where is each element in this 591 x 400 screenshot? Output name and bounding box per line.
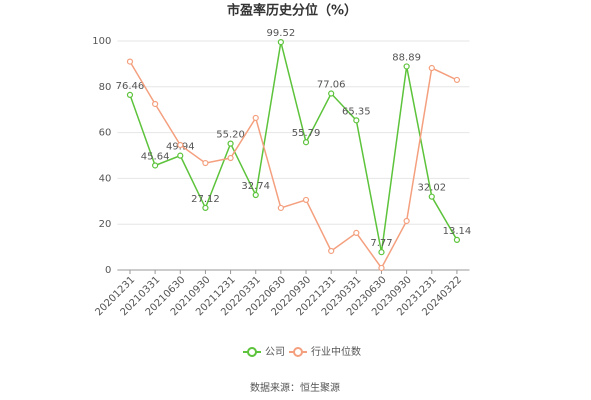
y-tick-label: 60 (99, 128, 112, 139)
point (152, 162, 159, 169)
data-label: 27.12 (191, 194, 220, 205)
source-note: 数据来源：恒生聚源 (250, 381, 340, 394)
point (328, 90, 335, 97)
legend-label: 公司 (265, 347, 285, 358)
point (277, 38, 284, 46)
point (277, 204, 284, 212)
point (302, 196, 310, 204)
legend-marker (247, 347, 257, 357)
point (453, 236, 461, 244)
data-label: 32.02 (417, 183, 446, 194)
point (428, 193, 435, 200)
legend-label: 行业中位数 (311, 345, 361, 358)
point (252, 191, 259, 199)
point (126, 58, 134, 65)
point (328, 247, 335, 255)
y-tick-label: 100 (92, 36, 111, 47)
data-label: 76.46 (116, 81, 145, 92)
y-tick-label: 20 (99, 219, 112, 230)
point (378, 264, 385, 272)
point (302, 139, 310, 146)
point (202, 204, 209, 211)
data-label: 32.74 (241, 181, 270, 192)
data-label: 99.52 (267, 28, 296, 39)
point (403, 63, 410, 70)
point (202, 159, 209, 167)
point (126, 91, 134, 99)
point (353, 229, 360, 237)
data-label: 88.89 (392, 52, 421, 63)
data-label: 13.14 (443, 226, 472, 237)
point (177, 141, 184, 149)
y-tick-label: 80 (99, 82, 112, 93)
data-label: 77.06 (317, 80, 346, 91)
series-line (129, 61, 458, 270)
series-line (129, 41, 458, 253)
data-label: 55.79 (292, 128, 321, 139)
point (353, 117, 360, 124)
chart-title: 市盈率历史分位（%） (227, 3, 357, 19)
point (152, 100, 159, 108)
point (252, 114, 259, 122)
y-tick-label: 0 (105, 265, 111, 276)
y-tick-label: 40 (99, 173, 112, 184)
point (227, 140, 234, 147)
point (378, 249, 385, 256)
point (227, 154, 234, 162)
legend-marker (293, 347, 303, 357)
point (177, 152, 184, 159)
point (403, 217, 410, 225)
point (453, 76, 461, 84)
data-label: 7.77 (370, 238, 392, 249)
data-label: 65.35 (342, 106, 371, 117)
point (428, 64, 435, 72)
data-label: 55.20 (216, 130, 245, 141)
data-label: 45.64 (141, 151, 170, 162)
